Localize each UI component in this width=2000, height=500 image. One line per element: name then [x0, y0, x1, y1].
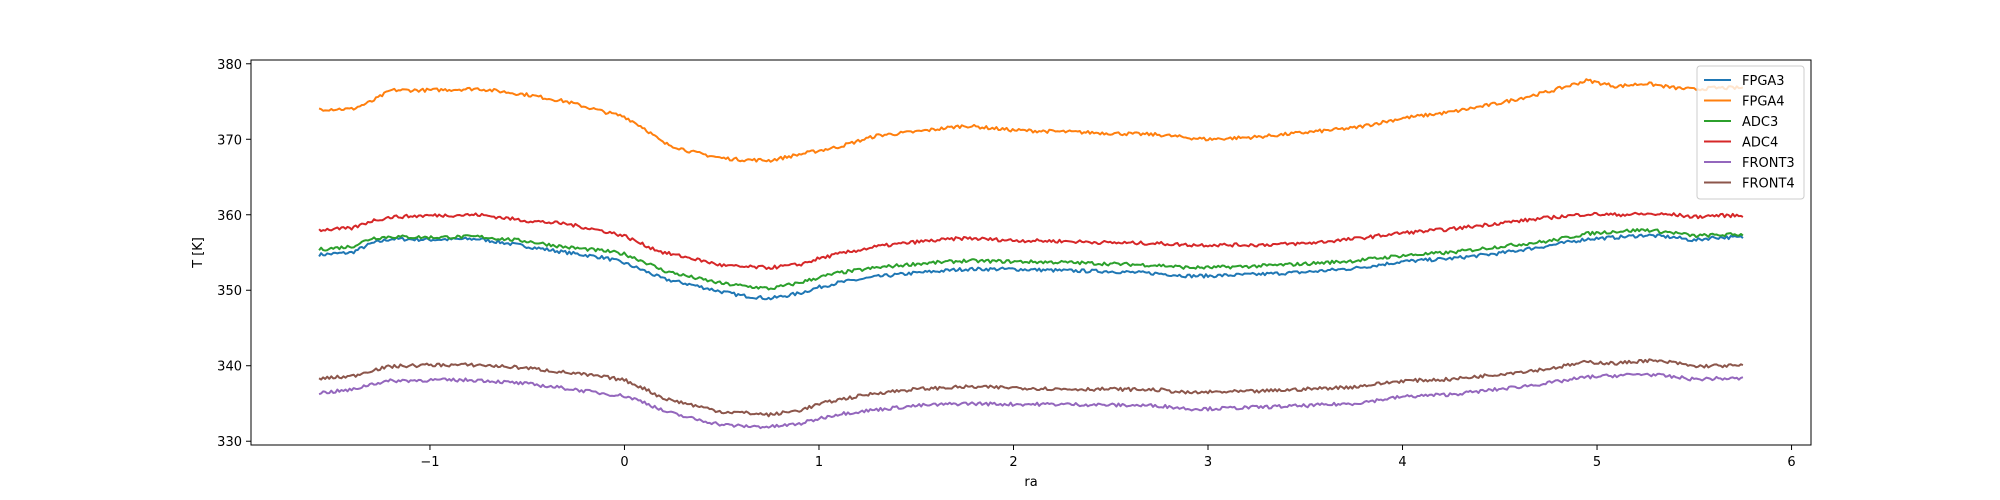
- y-tick-label: 370: [217, 133, 242, 148]
- series-line-adc4: [318, 211, 1744, 271]
- x-tick-label: −1: [420, 455, 439, 470]
- x-axis: −1 0 1 2 3 4 5 6: [420, 445, 1796, 470]
- legend-label-fpga4: FPGA4: [1742, 95, 1785, 110]
- x-tick-label: 5: [1593, 455, 1601, 470]
- series-line-front4: [318, 358, 1744, 418]
- y-tick-label: 350: [217, 284, 242, 299]
- x-tick-label: 2: [1009, 455, 1017, 470]
- y-tick-label: 360: [217, 209, 242, 224]
- y-axis: 330 340 350 360 370 380: [217, 58, 251, 450]
- y-tick-label: 340: [217, 360, 242, 375]
- x-tick-label: 6: [1787, 455, 1795, 470]
- series-line-fpga4: [318, 78, 1744, 163]
- y-tick-label: 330: [217, 435, 242, 450]
- legend-label-front4: FRONT4: [1742, 177, 1795, 192]
- legend: FPGA3 FPGA4 ADC3 ADC4 FRONT3 FRONT4: [1696, 65, 1805, 200]
- legend-label-fpga3: FPGA3: [1742, 74, 1785, 89]
- axes-frame: [250, 59, 1812, 446]
- legend-label-front3: FRONT3: [1742, 156, 1795, 171]
- x-axis-label: ra: [1024, 475, 1037, 490]
- x-tick-label: 3: [1204, 455, 1212, 470]
- series-line-fpga3: [318, 233, 1744, 301]
- legend-label-adc4: ADC4: [1742, 136, 1778, 151]
- x-tick-label: 4: [1398, 455, 1406, 470]
- x-tick-label: 1: [815, 455, 823, 470]
- y-tick-label: 380: [217, 58, 242, 73]
- legend-box: [1696, 65, 1805, 200]
- x-tick-label: 0: [620, 455, 628, 470]
- plot-area: [250, 59, 1812, 446]
- series-line-adc3: [318, 228, 1744, 291]
- series-line-front3: [318, 372, 1744, 430]
- y-axis-label: T [K]: [191, 237, 206, 269]
- legend-label-adc3: ADC3: [1742, 115, 1778, 130]
